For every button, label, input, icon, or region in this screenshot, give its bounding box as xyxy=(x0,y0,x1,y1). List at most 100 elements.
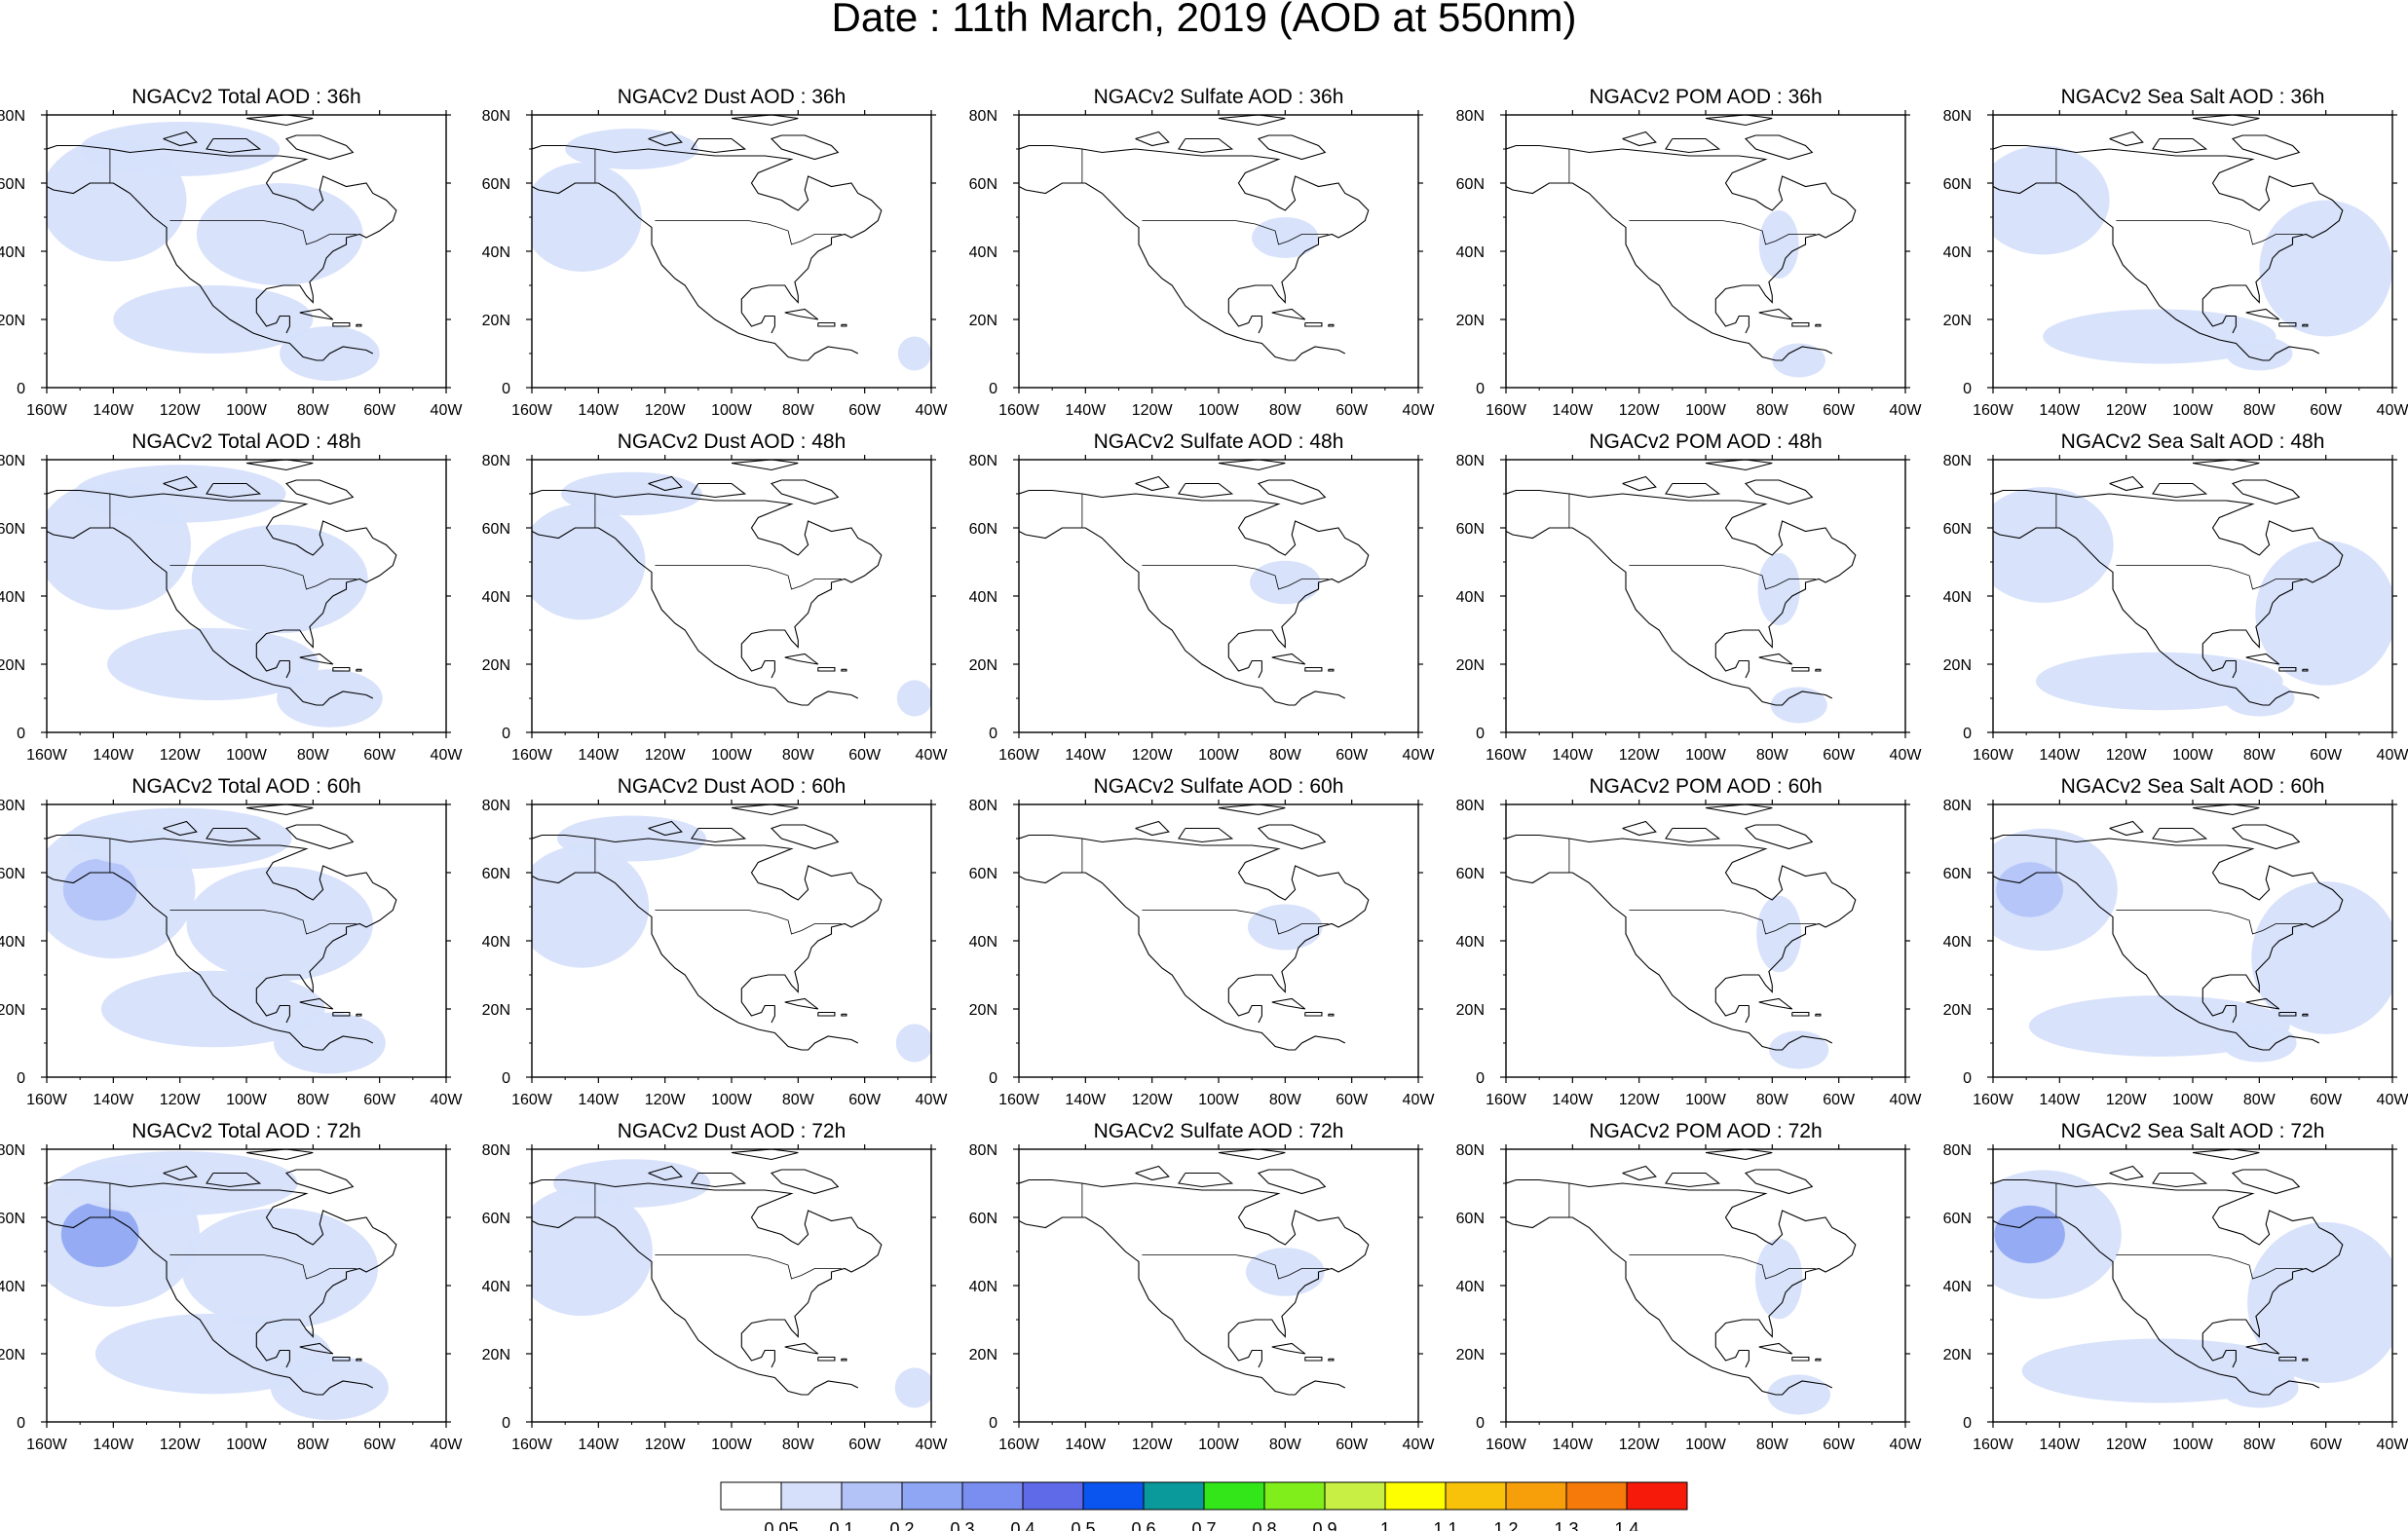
x-tick-label: 80W xyxy=(297,1092,330,1108)
island-outline xyxy=(1622,475,1657,492)
x-tick-label: 140W xyxy=(2039,1092,2081,1108)
aod-core xyxy=(60,1202,139,1267)
coastline xyxy=(1019,834,1370,1017)
y-tick-label: 80N xyxy=(0,108,25,125)
x-tick-label: 120W xyxy=(2106,1437,2148,1453)
aod-field xyxy=(1993,487,2392,717)
x-tick-label: 80W xyxy=(1269,402,1302,419)
x-tick-label: 80W xyxy=(782,747,815,764)
island-outline xyxy=(1815,1013,1822,1017)
x-tick-label: 60W xyxy=(1823,1437,1856,1453)
y-tick-label: 40N xyxy=(0,244,25,261)
map-panel: NGACv2 Sulfate AOD : 60h 160W 140W 120W 100W… xyxy=(969,775,1436,1108)
island-outline xyxy=(1791,321,1810,327)
panel-title: NGACv2 Dust AOD : 36h xyxy=(618,86,847,108)
island-outline xyxy=(163,1165,198,1181)
x-tick-label: 120W xyxy=(1619,1092,1661,1108)
island-outline xyxy=(1815,323,1822,327)
coastline xyxy=(1506,182,1833,361)
x-tick-label: 120W xyxy=(645,402,687,419)
country-border xyxy=(1629,1254,1816,1280)
y-tick-label: 20N xyxy=(482,313,510,329)
y-tick-label: 40N xyxy=(1456,934,1485,951)
aod-region xyxy=(532,504,646,620)
y-tick-label: 40N xyxy=(969,934,997,951)
country-border xyxy=(655,565,842,590)
y-tick-label: 0 xyxy=(17,726,25,742)
y-tick-label: 40N xyxy=(1456,244,1485,261)
x-tick-label: 40W xyxy=(431,1092,464,1108)
coastline xyxy=(1745,1350,1750,1368)
colorbar-label: 1.2 xyxy=(1493,1519,1518,1531)
island-outline xyxy=(1705,1149,1773,1161)
island-outline xyxy=(2152,827,2208,843)
coastline xyxy=(1019,872,1346,1051)
coastline xyxy=(1258,1005,1262,1024)
x-tick-label: 100W xyxy=(226,747,268,764)
x-tick-label: 140W xyxy=(578,402,620,419)
aod-region xyxy=(80,122,281,176)
y-tick-label: 40N xyxy=(482,1279,510,1295)
y-tick-label: 20N xyxy=(969,313,997,329)
x-tick-label: 120W xyxy=(160,1437,202,1453)
x-tick-label: 40W xyxy=(1890,747,1923,764)
aod-region xyxy=(1756,895,1802,973)
x-tick-label: 80W xyxy=(782,1092,815,1108)
island-outline xyxy=(784,653,819,665)
x-tick-label: 60W xyxy=(1823,1092,1856,1108)
panel-title: NGACv2 Dust AOD : 72h xyxy=(618,1120,847,1142)
y-tick-label: 20N xyxy=(969,657,997,674)
y-tick-label: 20N xyxy=(1943,313,1972,329)
island-outline xyxy=(648,475,683,492)
island-outline xyxy=(1815,668,1822,672)
x-tick-label: 80W xyxy=(1269,1092,1302,1108)
coastlines xyxy=(1506,460,1857,706)
island-outline xyxy=(731,804,799,816)
coastline xyxy=(47,527,374,706)
x-tick-label: 60W xyxy=(848,1437,882,1453)
x-tick-label: 80W xyxy=(297,1437,330,1453)
map-panel: NGACv2 POM AOD : 60h 160W 140W 120W 100W 80W 6… xyxy=(1456,775,1923,1108)
x-tick-label: 80W xyxy=(1269,747,1302,764)
coastline xyxy=(285,1350,290,1368)
aod-field xyxy=(1252,217,1319,258)
coastline xyxy=(1993,872,2320,1051)
y-tick-label: 20N xyxy=(0,313,25,329)
aod-region xyxy=(896,680,931,717)
island-outline xyxy=(284,134,355,161)
map-panel: NGACv2 Sulfate AOD : 72h 160W 140W 120W 100W… xyxy=(969,1120,1436,1453)
country-border xyxy=(1142,565,1329,590)
country-border xyxy=(1142,220,1329,245)
y-tick-label: 60N xyxy=(482,521,510,538)
island-outline xyxy=(1178,827,1234,843)
y-tick-label: 60N xyxy=(0,1211,25,1227)
x-tick-label: 160W xyxy=(511,402,553,419)
island-outline xyxy=(731,460,799,471)
island-outline xyxy=(770,824,840,850)
country-border xyxy=(655,910,842,935)
x-tick-label: 140W xyxy=(1552,402,1594,419)
x-tick-label: 160W xyxy=(998,747,1040,764)
coastlines xyxy=(1506,804,1857,1051)
coastline xyxy=(1019,144,1370,327)
coastlines xyxy=(1019,460,1370,706)
island-outline xyxy=(1257,479,1327,505)
y-tick-label: 40N xyxy=(969,244,997,261)
y-tick-label: 20N xyxy=(1456,657,1485,674)
y-tick-label: 80N xyxy=(969,453,997,469)
x-tick-label: 100W xyxy=(1685,402,1727,419)
island-outline xyxy=(1178,1172,1234,1188)
island-outline xyxy=(163,475,198,492)
aod-region xyxy=(532,1186,653,1317)
aod-region xyxy=(897,336,931,371)
coastline xyxy=(532,1216,859,1396)
coastline xyxy=(47,182,374,361)
figure-title: Date : 11th March, 2019 (AOD at 550nm) xyxy=(832,0,1577,40)
map-panel: NGACv2 Sea Salt AOD : 72h 160W 140W 120W 100… xyxy=(1943,1120,2408,1453)
x-tick-label: 140W xyxy=(2039,402,2081,419)
y-tick-label: 0 xyxy=(1476,1070,1485,1087)
coastline xyxy=(532,182,859,361)
y-tick-label: 60N xyxy=(1456,176,1485,193)
y-tick-label: 20N xyxy=(0,657,25,674)
y-tick-label: 80N xyxy=(1456,108,1485,125)
